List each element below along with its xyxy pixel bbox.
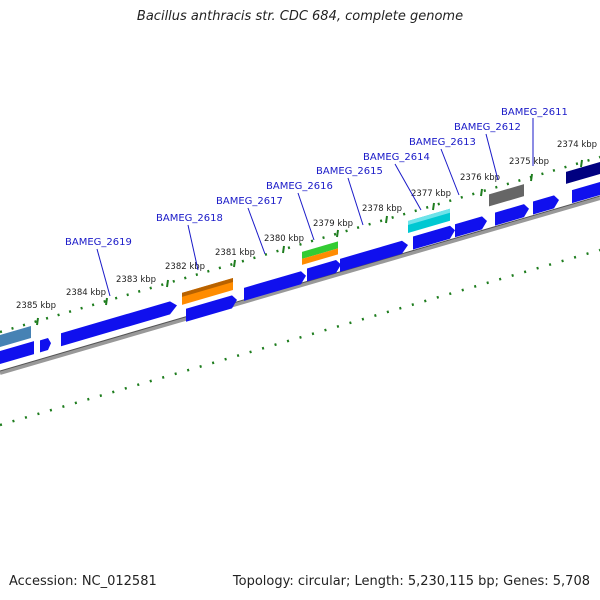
kbp-label: 2376 kbp — [460, 173, 500, 183]
kbp-label: 2380 kbp — [264, 234, 304, 244]
gene-label: BAMEG_2611 — [501, 107, 568, 118]
genome-summary: Topology: circular; Length: 5,230,115 bp… — [232, 574, 590, 589]
kbp-label: 2374 kbp — [557, 140, 597, 150]
feature-navy — [566, 162, 600, 184]
gene-label: BAMEG_2616 — [266, 181, 333, 192]
feature-track-upper — [0, 162, 600, 347]
gene-label: BAMEG_2612 — [454, 122, 521, 133]
major-ticks — [36, 159, 583, 326]
gene-label: BAMEG_2619 — [65, 237, 132, 248]
gene-leader-lines — [96, 118, 534, 297]
feature-orange-small — [302, 248, 338, 265]
cds-arrow — [0, 341, 34, 364]
kbp-label: 2378 kbp — [362, 204, 402, 214]
gene-label: BAMEG_2617 — [216, 196, 283, 207]
kbp-label: 2385 kbp — [16, 301, 56, 311]
cds-arrow — [340, 240, 408, 272]
accession-text: Accession: NC_012581 — [9, 574, 157, 589]
inner-tick-track — [0, 248, 600, 427]
kbp-label: 2375 kbp — [509, 157, 549, 167]
kbp-label: 2377 kbp — [411, 189, 451, 199]
kbp-label: 2382 kbp — [165, 262, 205, 272]
map-title: Bacillus anthracis str. CDC 684, complet… — [136, 9, 464, 24]
cds-arrow — [40, 338, 51, 353]
feature-cyan-shade — [408, 208, 450, 226]
cds-arrow — [533, 195, 559, 215]
feature-green — [302, 241, 338, 259]
kbp-label: 2379 kbp — [313, 219, 353, 229]
cds-arrow — [186, 295, 237, 322]
cds-arrow — [455, 216, 487, 238]
gene-label: BAMEG_2613 — [409, 137, 476, 148]
genome-backbone — [0, 196, 600, 375]
feature-orange-shade — [182, 278, 233, 297]
feature-gray — [489, 184, 524, 207]
cds-arrow — [572, 182, 600, 204]
feature-steelblue — [0, 325, 31, 347]
cds-track — [0, 182, 600, 364]
cds-arrow — [413, 225, 455, 250]
cds-arrow — [244, 271, 306, 301]
kbp-label: 2384 kbp — [66, 288, 106, 298]
gene-label: BAMEG_2615 — [316, 166, 383, 177]
kbp-label: 2381 kbp — [215, 248, 255, 258]
gene-label: BAMEG_2614 — [363, 152, 430, 163]
kbp-label: 2383 kbp — [116, 275, 156, 285]
outer-tick-track — [0, 155, 600, 334]
cds-arrow — [61, 301, 177, 347]
gene-label: BAMEG_2618 — [156, 213, 223, 224]
cds-arrow — [307, 260, 341, 282]
cds-arrow — [495, 204, 529, 226]
